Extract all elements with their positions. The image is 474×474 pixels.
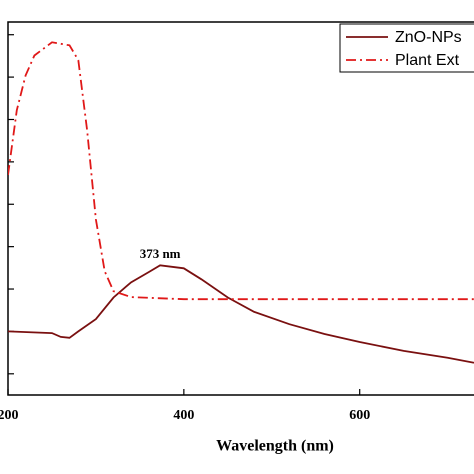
series-line [8, 41, 474, 301]
annotation: 373 nm [140, 246, 181, 261]
x-axis-label: Wavelength (nm) [216, 438, 334, 455]
legend-box [339, 23, 474, 73]
legend-label: ZnO-NPs [395, 29, 462, 46]
x-tick-label: 400 [173, 408, 194, 423]
series-line [8, 264, 474, 364]
x-tick-label: 200 [0, 408, 19, 423]
plot-frame [7, 21, 474, 396]
legend-label: Plant Ext [395, 52, 460, 69]
x-tick-label: 600 [349, 408, 370, 423]
